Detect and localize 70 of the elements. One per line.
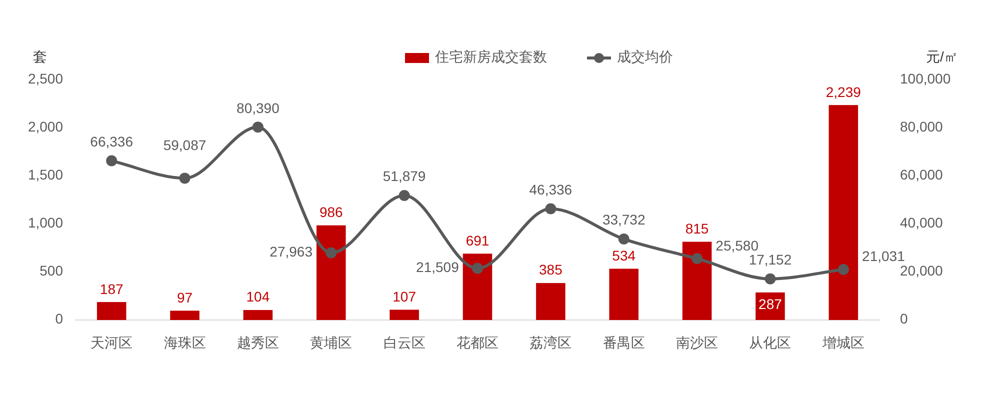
data-label: 97 — [176, 289, 193, 306]
point — [838, 264, 849, 276]
point — [106, 155, 118, 166]
bar — [170, 310, 200, 320]
data-label: 104 — [246, 288, 270, 305]
y2-tick-label: 40,000 — [900, 214, 944, 231]
legend-label: 住宅新房成交套数 — [434, 48, 547, 65]
y-tick-label: 2,500 — [28, 70, 64, 87]
x-tick-label: 番禺区 — [602, 334, 645, 351]
y2-tick-label: 80,000 — [900, 118, 944, 135]
data-label: 21,031 — [862, 248, 906, 264]
data-label: 51,879 — [382, 168, 426, 184]
y2-axis-title: 元/㎡ — [926, 48, 958, 65]
x-tick-label: 越秀区 — [236, 334, 279, 351]
bar — [243, 310, 273, 320]
bar — [96, 302, 126, 320]
x-tick-label: 南沙区 — [676, 334, 718, 351]
data-label: 287 — [758, 296, 782, 312]
data-label: 385 — [539, 262, 563, 278]
y-tick-label: 1,500 — [28, 166, 64, 183]
point — [472, 262, 483, 274]
data-label: 66,336 — [90, 133, 134, 150]
y-tick-label: 0 — [55, 310, 64, 327]
data-label: 21,509 — [416, 259, 460, 276]
bar — [609, 268, 638, 320]
bar — [828, 105, 858, 320]
data-label: 2,239 — [826, 84, 862, 100]
data-label: 46,336 — [529, 181, 572, 198]
x-tick-label: 白云区 — [383, 334, 426, 351]
point — [326, 247, 337, 258]
y-tick-label: 500 — [40, 262, 64, 279]
y2-tick-label: 100,000 — [900, 70, 951, 87]
bar — [462, 254, 492, 320]
y-axis-title: 套 — [33, 48, 47, 65]
data-label: 17,152 — [748, 252, 792, 268]
data-label: 691 — [466, 232, 490, 248]
data-label: 27,963 — [270, 244, 313, 260]
data-label: 107 — [392, 288, 416, 304]
x-tick-label: 天河区 — [90, 334, 133, 351]
data-label: 25,580 — [716, 237, 759, 254]
data-label: 59,087 — [163, 136, 206, 153]
data-label: 80,390 — [236, 100, 280, 116]
y2-tick-label: 60,000 — [900, 166, 944, 183]
x-tick-label: 黄埔区 — [310, 334, 352, 351]
data-label: 986 — [319, 204, 344, 220]
data-label: 33,732 — [602, 212, 646, 228]
bar — [316, 225, 346, 320]
y-tick-label: 1,000 — [28, 214, 64, 231]
y-tick-label: 2,000 — [28, 118, 64, 135]
point — [179, 172, 190, 184]
x-tick-label: 花都区 — [456, 334, 498, 351]
point — [398, 190, 410, 201]
x-tick-label: 荔湾区 — [530, 334, 572, 351]
bar — [390, 310, 419, 320]
y2-tick-label: 20,000 — [900, 262, 944, 279]
point — [545, 203, 556, 214]
point — [692, 253, 703, 264]
data-label: 534 — [612, 247, 636, 264]
x-tick-label: 从化区 — [749, 334, 792, 351]
point — [252, 122, 264, 133]
point — [764, 273, 776, 284]
legend-label: 成交均价 — [617, 48, 673, 65]
data-label: 187 — [100, 280, 124, 297]
bar — [536, 283, 566, 320]
bar — [682, 242, 712, 320]
data-label: 815 — [685, 220, 709, 236]
point — [618, 234, 630, 245]
y2-tick-label: 0 — [900, 310, 908, 327]
x-tick-label: 增城区 — [821, 334, 864, 351]
x-tick-label: 海珠区 — [164, 334, 206, 351]
